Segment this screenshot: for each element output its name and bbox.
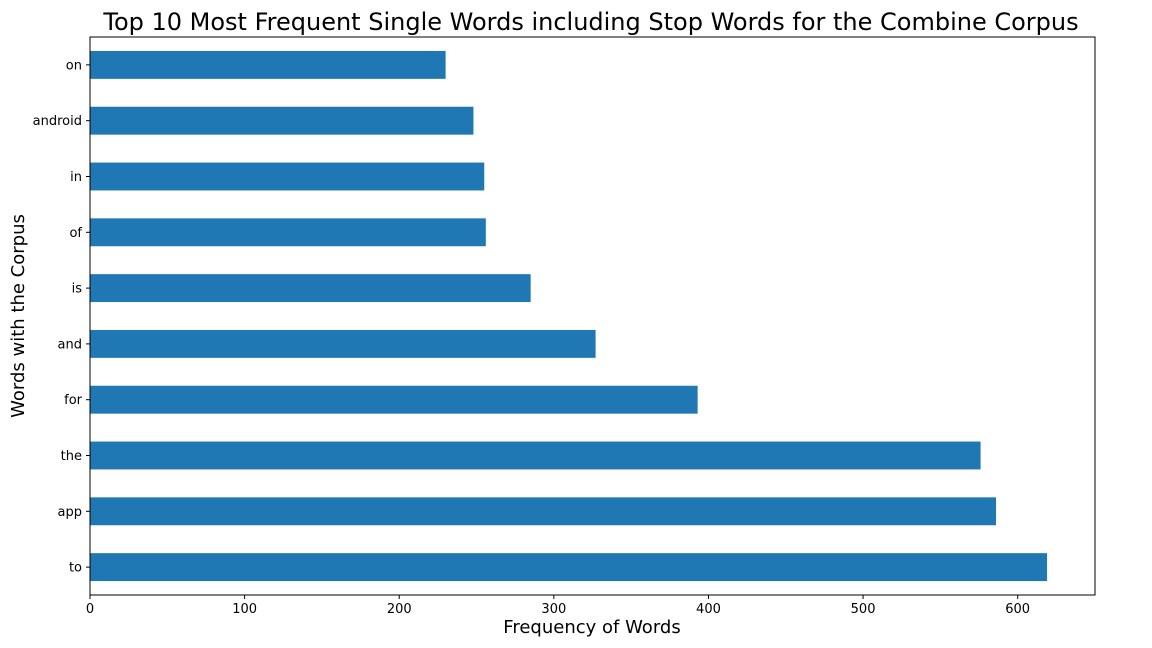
bar-android xyxy=(90,106,474,135)
y-ticks-group: to app the for and is of in android on xyxy=(33,58,90,576)
bar-the xyxy=(90,441,981,470)
y-tick-label: and xyxy=(58,337,82,352)
x-tick-label: 0 xyxy=(86,602,94,617)
y-tick-label: app xyxy=(58,505,82,520)
x-tick-label: 200 xyxy=(387,602,412,617)
y-tick-label: on xyxy=(66,58,82,73)
x-tick-label: 400 xyxy=(696,602,721,617)
plot-frame xyxy=(89,36,1096,596)
y-tick-label: is xyxy=(72,282,83,297)
bar-in xyxy=(90,162,485,191)
x-tick-label: 600 xyxy=(1005,602,1030,617)
bar-to xyxy=(90,553,1048,582)
x-tick-label: 500 xyxy=(851,602,876,617)
bar-of xyxy=(90,218,486,247)
bars-group xyxy=(90,50,1048,582)
y-tick-label: for xyxy=(64,393,83,408)
bar-app xyxy=(90,497,997,526)
y-axis-label: Words with the Corpus xyxy=(8,214,29,418)
x-ticks-group: 0 100 200 300 400 500 600 xyxy=(86,595,1030,617)
y-tick-label: android xyxy=(33,114,82,129)
x-axis-label: Frequency of Words xyxy=(503,617,680,638)
bar-is xyxy=(90,274,531,303)
y-tick-label: in xyxy=(70,170,82,185)
bar-and xyxy=(90,329,596,358)
y-tick-label: of xyxy=(69,226,82,241)
x-tick-label: 100 xyxy=(232,602,257,617)
y-tick-label: to xyxy=(69,561,82,576)
y-tick-label: the xyxy=(61,449,82,464)
chart-title: Top 10 Most Frequent Single Words includ… xyxy=(102,8,1078,36)
bar-for xyxy=(90,385,698,414)
x-tick-label: 300 xyxy=(541,602,566,617)
bar-on xyxy=(90,50,446,79)
